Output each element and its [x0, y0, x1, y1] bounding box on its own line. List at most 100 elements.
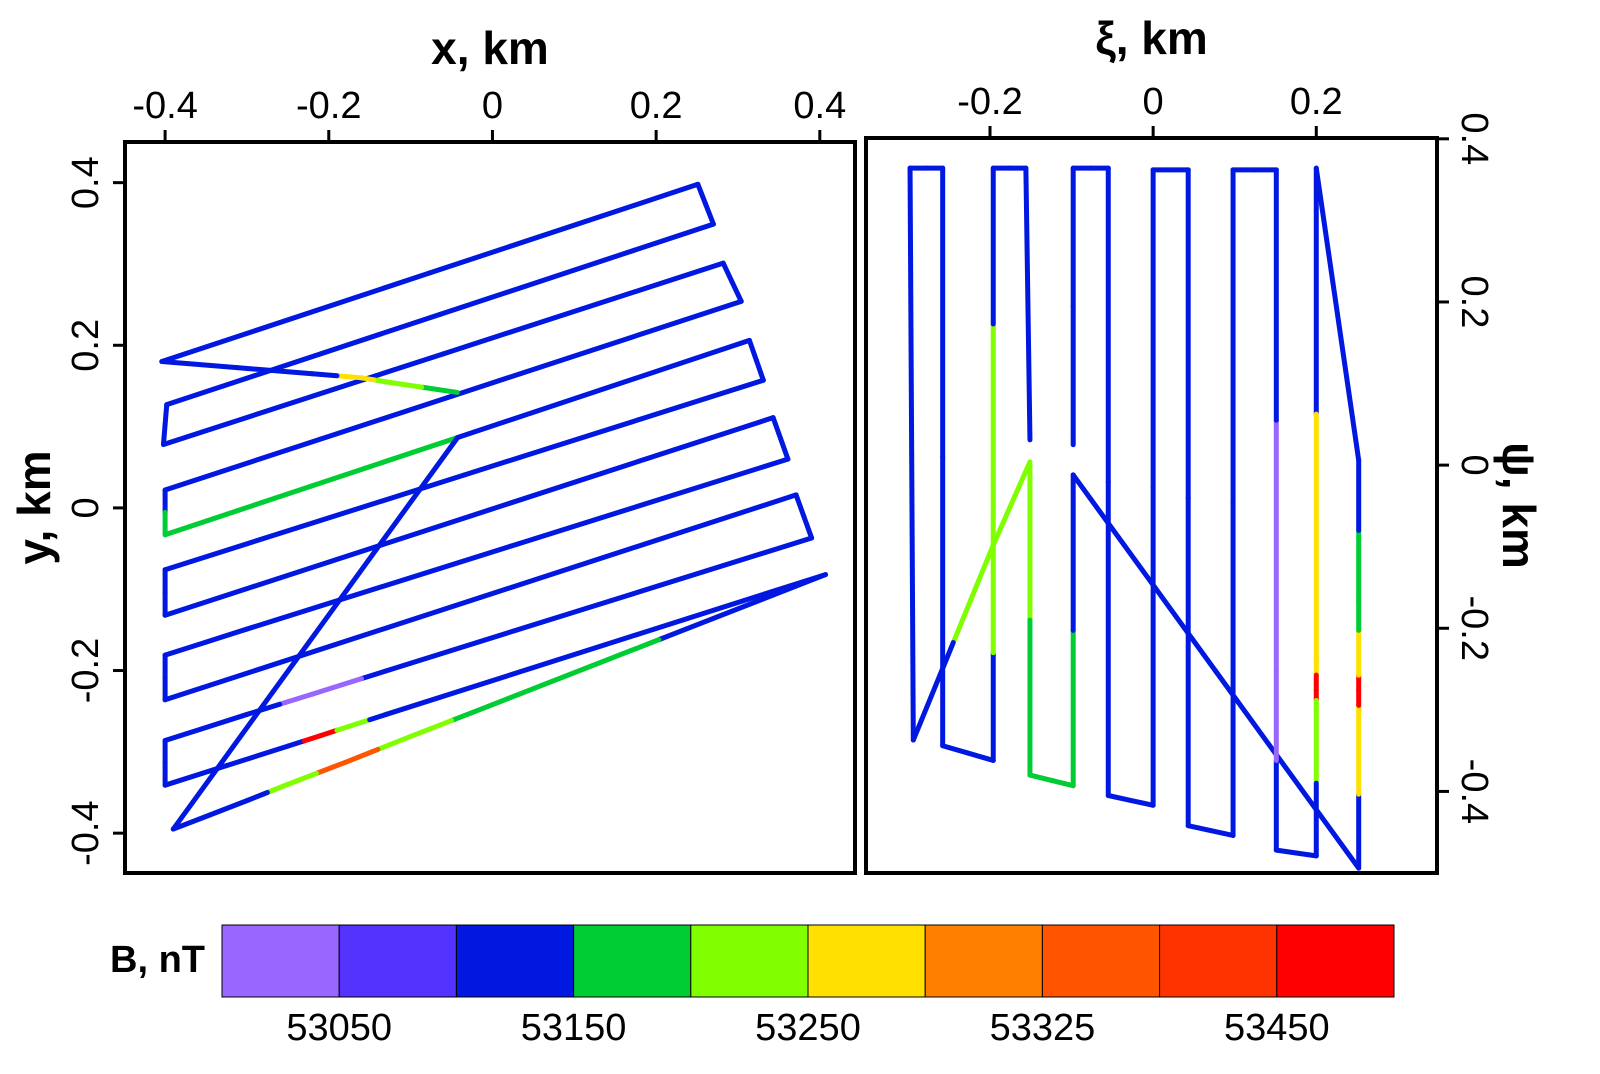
plot-frame — [864, 136, 1439, 875]
track-segment — [285, 770, 320, 787]
y-tick-label: -0.4 — [1453, 759, 1495, 824]
track-segment — [1128, 797, 1156, 808]
colorbar-tick-label: 53050 — [286, 1007, 392, 1049]
y-axis-title: y, km — [8, 450, 60, 564]
track-segment — [285, 738, 307, 749]
track-segment — [244, 541, 520, 632]
y-tick-label: -0.2 — [1453, 596, 1495, 661]
track-segment — [940, 743, 971, 756]
track-segment — [350, 717, 373, 728]
colorbar-tick-label: 53150 — [521, 1007, 627, 1049]
track-segment — [408, 598, 614, 666]
track-segment — [440, 260, 726, 357]
track-segment — [514, 456, 791, 547]
track-segment — [207, 798, 250, 818]
track-segment — [162, 393, 456, 493]
colorbar-label: B, nT — [110, 939, 205, 981]
x-axis-title: x, km — [431, 22, 549, 74]
track-segment — [656, 572, 829, 643]
track-segment — [801, 513, 815, 541]
track-segment — [301, 733, 324, 744]
colorbar-box — [455, 924, 575, 998]
track-segment — [309, 371, 340, 379]
track-segment — [408, 718, 455, 739]
y-tick-label: -0.4 — [65, 800, 107, 865]
colorbar-box — [1159, 924, 1278, 998]
x-tick-label: 0.2 — [630, 85, 683, 127]
track-segment — [277, 691, 315, 707]
track-segment — [244, 790, 270, 804]
track-segment — [1025, 301, 1033, 443]
track-segment — [746, 337, 759, 363]
track-segment — [1105, 793, 1134, 803]
track-segment — [203, 711, 250, 730]
track-segment — [950, 542, 996, 646]
colorbar-box — [690, 924, 809, 998]
colorbar-box — [1041, 924, 1161, 998]
track-segment — [312, 435, 460, 637]
track-segment — [170, 812, 213, 832]
track-segment — [1273, 847, 1299, 856]
track-segment — [334, 373, 365, 381]
track-segment — [427, 181, 701, 276]
track-segment — [489, 637, 662, 708]
track-segment — [1293, 850, 1319, 859]
track-segment — [159, 270, 433, 365]
track-segment — [478, 492, 799, 600]
y-tick-label: 0 — [65, 497, 107, 518]
track-segment — [264, 781, 291, 796]
colorbar-box — [221, 924, 340, 998]
track-segment — [203, 626, 250, 645]
track-segment — [170, 631, 318, 832]
track-segment — [1023, 165, 1031, 307]
track-segment — [909, 451, 916, 743]
track-segment — [729, 279, 744, 304]
colorbar-box — [807, 924, 926, 998]
track-segment — [695, 181, 709, 207]
track-segment — [359, 660, 414, 682]
track-segment — [1070, 472, 1219, 675]
track-segment — [753, 357, 766, 383]
track-segment — [309, 676, 365, 697]
colorbar-tick-label: 53250 — [755, 1007, 861, 1049]
track-segment — [1213, 669, 1362, 871]
x-tick-label: 0.2 — [1290, 81, 1343, 123]
track-segment — [162, 594, 484, 703]
track-segment — [162, 472, 467, 573]
track-segment — [160, 351, 446, 447]
track-segment — [162, 639, 209, 658]
track-segment — [793, 492, 807, 519]
track-segment — [223, 743, 291, 769]
y-tick-label: -0.2 — [65, 638, 107, 703]
y-tick-label: 0.2 — [65, 319, 107, 372]
x-tick-label: 0 — [1143, 81, 1164, 123]
y-tick-label: 0.2 — [1453, 276, 1495, 329]
y-tick-label: 0.4 — [65, 156, 107, 209]
track-segment — [162, 435, 460, 538]
y-tick-label: 0.4 — [1453, 112, 1495, 165]
track-segment — [334, 722, 356, 733]
track-segment — [965, 750, 996, 763]
x-tick-label: -0.2 — [957, 81, 1022, 123]
track-segment — [703, 201, 716, 227]
track-segment — [1185, 823, 1214, 834]
colorbar-box — [1276, 924, 1395, 998]
track-segment — [375, 733, 414, 752]
colorbar-box — [573, 924, 692, 998]
track-segment — [383, 642, 609, 717]
y-axis-title: ψ, km — [1493, 442, 1545, 569]
x-tick-label: -0.2 — [296, 85, 361, 127]
track-segment — [383, 379, 425, 390]
track-segment — [162, 724, 209, 743]
track-segment — [990, 500, 1015, 548]
track-segment — [162, 402, 170, 428]
colorbar-box — [338, 924, 457, 998]
track-segment — [461, 377, 766, 478]
track-segment — [1009, 459, 1033, 506]
y-tick-label: 0 — [1453, 455, 1495, 476]
x-tick-label: 0.4 — [793, 85, 846, 127]
colorbar-tick-label: 53450 — [1224, 1007, 1330, 1049]
track-segment — [162, 513, 472, 618]
colorbar-box — [924, 924, 1043, 998]
